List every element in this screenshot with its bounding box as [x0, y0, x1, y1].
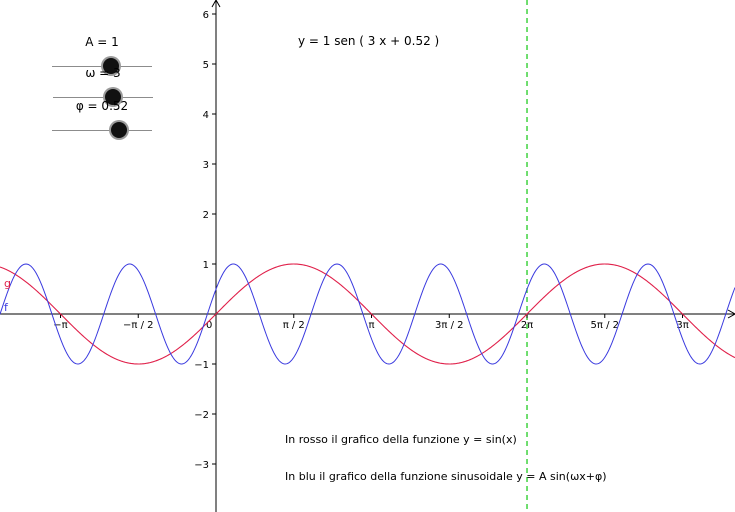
- slider-amplitude[interactable]: A = 1: [52, 35, 152, 81]
- formula-text: y = 1 sen ( 3 x + 0.52 ): [298, 34, 439, 48]
- y-tick-label: 4: [203, 110, 209, 121]
- labels: y = 1 sen ( 3 x + 0.52 ) In rosso il gra…: [4, 34, 607, 483]
- curve-label-g[interactable]: g: [4, 277, 11, 290]
- x-tick-label: 5π / 2: [591, 320, 619, 331]
- y-tick-label: 5: [203, 60, 209, 71]
- y-tick-label: 1: [203, 260, 209, 271]
- x-tick-label: π / 2: [283, 320, 305, 331]
- caption-red: In rosso il grafico della funzione y = s…: [285, 433, 517, 446]
- curves: [0, 263, 735, 365]
- slider-amplitude-track[interactable]: [52, 66, 152, 67]
- x-tick-label: π: [368, 320, 374, 331]
- slider-phi[interactable]: φ = 0.52: [52, 99, 152, 145]
- x-axis-arrow: [727, 309, 735, 319]
- slider-omega[interactable]: ω = 3: [53, 66, 153, 112]
- slider-phi-track[interactable]: [52, 130, 152, 131]
- curve-f-sinusoid[interactable]: [0, 263, 735, 365]
- x-tick-label: −π: [53, 320, 67, 331]
- slider-omega-knob[interactable]: [105, 89, 121, 105]
- slider-omega-track[interactable]: [53, 97, 153, 98]
- y-axis-arrow: [211, 0, 221, 8]
- curve-g-sin-x[interactable]: [0, 263, 735, 365]
- slider-amplitude-label: A = 1: [85, 35, 119, 49]
- x-tick-label: 3π / 2: [435, 320, 463, 331]
- y-tick-label: −1: [194, 360, 209, 371]
- x-tick-label: 3π: [676, 320, 688, 331]
- slider-phi-label: φ = 0.52: [75, 99, 129, 113]
- x-tick-label: 2π: [521, 320, 533, 331]
- y-tick-label: 6: [203, 10, 209, 21]
- slider-omega-label: ω = 3: [85, 66, 121, 80]
- slider-phi-knob[interactable]: [111, 122, 127, 138]
- y-tick-label: 2: [203, 210, 209, 221]
- curve-label-f[interactable]: f: [4, 301, 9, 314]
- y-tick-label: −2: [194, 410, 209, 421]
- y-tick-label: −3: [194, 460, 209, 471]
- y-tick-label: 3: [203, 160, 209, 171]
- slider-amplitude-knob[interactable]: [103, 58, 119, 74]
- caption-blue: In blu il grafico della funzione sinusoi…: [285, 470, 607, 483]
- x-tick-label: −π / 2: [123, 320, 154, 331]
- origin-label: 0: [206, 320, 212, 331]
